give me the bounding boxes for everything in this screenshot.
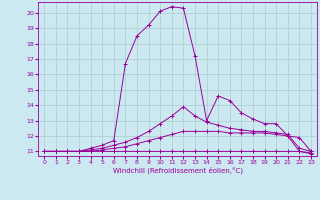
X-axis label: Windchill (Refroidissement éolien,°C): Windchill (Refroidissement éolien,°C) (113, 167, 243, 174)
